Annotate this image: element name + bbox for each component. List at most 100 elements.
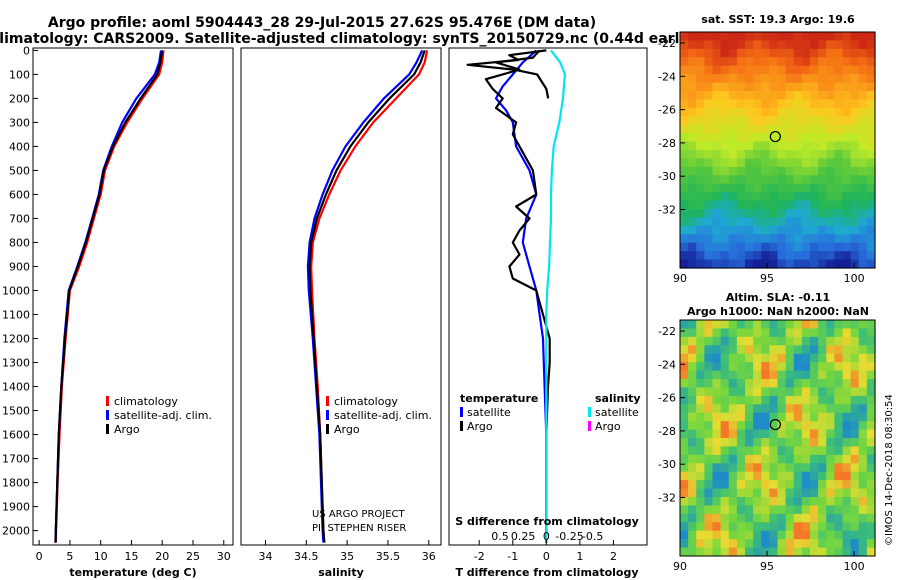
map-cell: [818, 259, 827, 269]
map-cell: [712, 259, 722, 269]
map-cell: [712, 209, 722, 219]
map-cell: [696, 497, 705, 507]
map-cell: [736, 200, 746, 210]
map-cell: [680, 395, 689, 405]
map-cell: [761, 547, 770, 557]
map-cell: [801, 209, 811, 219]
map-cell: [793, 82, 803, 92]
map-cell: [818, 99, 827, 109]
map-cell: [769, 395, 779, 405]
map-cell: [842, 40, 852, 50]
map-cell: [793, 404, 803, 414]
map-cell: [850, 328, 860, 338]
map-cell: [753, 99, 762, 109]
map-cell: [866, 107, 876, 117]
map-cell: [704, 124, 714, 134]
map-cell: [850, 82, 860, 92]
map-cell: [761, 209, 770, 219]
map-cell: [704, 99, 714, 109]
map-cell: [858, 57, 868, 67]
map-cell: [712, 192, 722, 202]
map-cell: [769, 488, 779, 498]
map-cell: [834, 438, 844, 448]
map-cell: [866, 345, 876, 355]
map-cell: [834, 57, 844, 67]
map-cell: [704, 183, 714, 193]
map-cell: [688, 320, 697, 330]
map-cell: [850, 133, 860, 143]
map-cell: [769, 242, 779, 252]
map-cell: [720, 217, 730, 227]
map-cell: [728, 217, 738, 227]
map-cell: [736, 379, 746, 389]
sla-map: Altim. SLA: -0.11 Argo h1000: NaN h2000:…: [658, 291, 876, 573]
map-cell: [720, 82, 730, 92]
map-cell: [793, 183, 803, 193]
map-cell: [688, 353, 697, 363]
series-line-climatology: [54, 50, 165, 543]
map-cell: [712, 379, 722, 389]
map-cell: [858, 446, 868, 456]
map-cell: [736, 183, 746, 193]
map-cell: [785, 158, 795, 168]
map-cell: [826, 387, 835, 397]
map-cell: [712, 429, 722, 439]
map-cell: [785, 65, 795, 75]
map-cell: [769, 192, 779, 202]
map-cell: [826, 379, 835, 389]
map-cell: [680, 91, 689, 101]
map-cell: [842, 57, 852, 67]
map-cell: [769, 530, 779, 540]
map-cell: [777, 209, 787, 219]
map-cell: [688, 192, 697, 202]
map-cell: [736, 158, 746, 168]
map-cell: [826, 107, 835, 117]
map-cell: [810, 82, 819, 92]
map-cell: [834, 133, 844, 143]
map-cell: [753, 217, 762, 227]
map-cell: [704, 404, 714, 414]
map-cell: [777, 65, 787, 75]
map-cell: [688, 387, 697, 397]
map-cell: [850, 336, 860, 346]
map-cell: [826, 200, 835, 210]
map-cell: [777, 429, 787, 439]
map-cell: [801, 65, 811, 75]
map-cell: [720, 438, 730, 448]
map-cell: [728, 345, 738, 355]
map-cell: [769, 217, 779, 227]
map-cell: [712, 387, 722, 397]
map-cell: [793, 217, 803, 227]
map-cell: [736, 488, 746, 498]
map-cell: [712, 530, 722, 540]
map-cell: [777, 225, 787, 235]
map-cell: [801, 133, 811, 143]
map-cell: [728, 446, 738, 456]
lat-tick-label: -28: [658, 137, 676, 150]
map-cell: [850, 107, 860, 117]
s-tick-label: -0.5: [582, 530, 603, 543]
lat-tick-label: -32: [658, 492, 676, 505]
map-cell: [720, 124, 730, 134]
map-cell: [712, 421, 722, 431]
map-cell: [680, 65, 689, 75]
map-cell: [761, 438, 770, 448]
map-cell: [834, 505, 844, 515]
legend-swatch-satellite: [106, 410, 109, 420]
map-cell: [866, 234, 876, 244]
map-cell: [761, 429, 770, 439]
x-tick-label: 34.5: [294, 550, 319, 563]
map-cell: [826, 547, 835, 557]
map-cell: [801, 463, 811, 473]
map-cell: [866, 65, 876, 75]
map-cell: [761, 48, 770, 58]
map-cell: [736, 446, 746, 456]
x-tick-label: -1: [507, 550, 518, 563]
map-cell: [769, 480, 779, 490]
map-cell: [712, 217, 722, 227]
map-cell: [680, 124, 689, 134]
map-cell: [858, 353, 868, 363]
map-cell: [858, 412, 868, 422]
map-cell: [793, 141, 803, 151]
map-cell: [850, 395, 860, 405]
